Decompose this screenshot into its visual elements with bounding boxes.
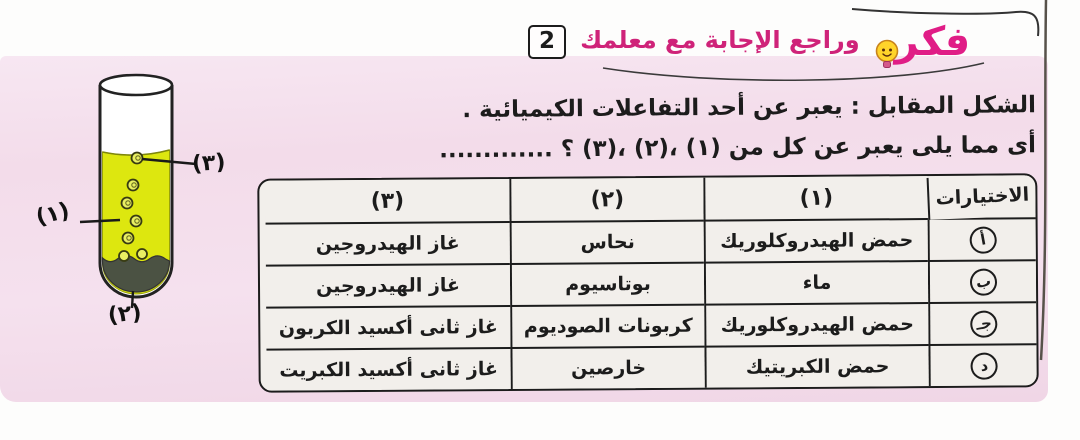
- table-cell: حمض الكبريتيك: [704, 344, 929, 388]
- table-cell: خارصين: [510, 345, 705, 389]
- figure-label-gas: (٣): [191, 149, 227, 178]
- question-line-2: أى مما يلى يعبر عن كل من (١) ،(٢) ،(٣) ؟…: [439, 132, 1037, 164]
- label-leader-lines: [79, 157, 197, 309]
- think-logo: فكر: [874, 19, 972, 68]
- table-cell: غاز ثانى أكسيد الكبريت: [266, 346, 511, 391]
- table-cell: ماء: [703, 260, 929, 304]
- table-cell: كربونات الصوديوم: [510, 303, 705, 347]
- column-header-choices: الاختيارات: [926, 173, 1037, 220]
- tube-mouth: [98, 73, 174, 97]
- header-title: وراجع الإجابة مع معلمك: [580, 26, 860, 54]
- table-cell: غاز الهيدروجين: [265, 262, 511, 307]
- table-row-b-choice: ب: [927, 259, 1037, 303]
- sediment-region: [101, 254, 171, 293]
- question-line-1: الشكل المقابل : يعبر عن أحد التفاعلات ال…: [462, 92, 1037, 124]
- choice-letter-d: د: [967, 349, 1000, 382]
- test-tube-figure: (١) (٢) (٣): [20, 60, 270, 370]
- table-cell: نحاس: [509, 219, 704, 263]
- think-logo-text: فكر: [894, 19, 972, 65]
- choice-letter-b: ب: [967, 265, 999, 298]
- table-row-a-choice: أ: [927, 217, 1036, 261]
- exercise-header: فكر وراجع الإجابة مع معلمك 2: [528, 19, 972, 68]
- table-cell: غاز الهيدروجين: [265, 220, 510, 265]
- column-header-3: (٣): [265, 178, 510, 223]
- table-cell: غاز ثانى أكسيد الكربون: [266, 304, 511, 349]
- question-text: الشكل المقابل : يعبر عن أحد التفاعلات ال…: [376, 88, 1036, 169]
- choice-letter-a: أ: [966, 223, 999, 256]
- table-row-d-choice: د: [928, 343, 1037, 387]
- column-header-1: (١): [703, 176, 928, 220]
- exercise-number-badge: 2: [528, 24, 567, 60]
- column-header-2: (٢): [509, 177, 704, 221]
- bubble-inner-rings: [125, 155, 141, 241]
- choice-letter-c: جـ: [967, 307, 1000, 340]
- table-row-c-choice: جـ: [928, 301, 1037, 345]
- choices-table: الاختيارات (١) (٢) (٣) أ حمض الهيدروكلور…: [257, 173, 1039, 393]
- figure-label-solid: (٢): [106, 300, 143, 329]
- table-cell: بوتاسيوم: [509, 261, 705, 305]
- table-cell: حمض الهيدروكلوريك: [704, 302, 929, 346]
- test-tube-drawing: [79, 73, 197, 309]
- table-cell: حمض الهيدروكلوريك: [703, 218, 928, 262]
